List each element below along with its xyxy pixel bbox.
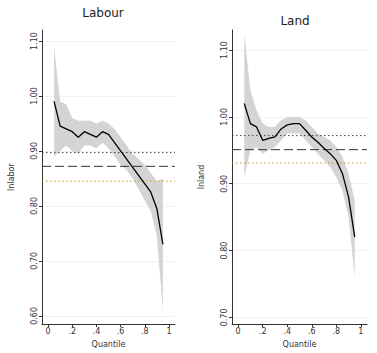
svg-text:0.70: 0.70 — [30, 252, 39, 270]
svg-text:1.00: 1.00 — [30, 87, 39, 105]
svg-text:0.90: 0.90 — [30, 142, 39, 160]
svg-text:.2: .2 — [259, 327, 267, 336]
svg-text:.6: .6 — [117, 327, 125, 336]
svg-text:Land: Land — [280, 14, 309, 28]
svg-text:0.80: 0.80 — [220, 242, 229, 260]
svg-text:Quantile: Quantile — [283, 340, 317, 349]
svg-text:Labour: Labour — [82, 6, 124, 20]
svg-text:.8: .8 — [141, 327, 149, 336]
svg-text:.6: .6 — [308, 327, 316, 336]
svg-text:1.00: 1.00 — [220, 108, 229, 126]
svg-text:.4: .4 — [93, 327, 101, 336]
svg-text:lnlabor: lnlabor — [7, 163, 16, 191]
svg-text:1: 1 — [358, 327, 363, 336]
svg-text:0.70: 0.70 — [220, 309, 229, 327]
svg-text:0.90: 0.90 — [220, 175, 229, 193]
svg-text:0.80: 0.80 — [30, 197, 39, 215]
svg-text:.4: .4 — [283, 327, 291, 336]
svg-text:lnland: lnland — [197, 165, 206, 190]
svg-text:.2: .2 — [68, 327, 76, 336]
svg-text:0: 0 — [236, 327, 241, 336]
svg-text:1: 1 — [166, 327, 171, 336]
svg-text:0.60: 0.60 — [30, 307, 39, 325]
svg-text:1.10: 1.10 — [220, 41, 229, 59]
svg-text:.8: .8 — [332, 327, 340, 336]
svg-text:Quantile: Quantile — [92, 340, 126, 349]
svg-text:1.10: 1.10 — [30, 32, 39, 50]
svg-text:0: 0 — [45, 327, 50, 336]
